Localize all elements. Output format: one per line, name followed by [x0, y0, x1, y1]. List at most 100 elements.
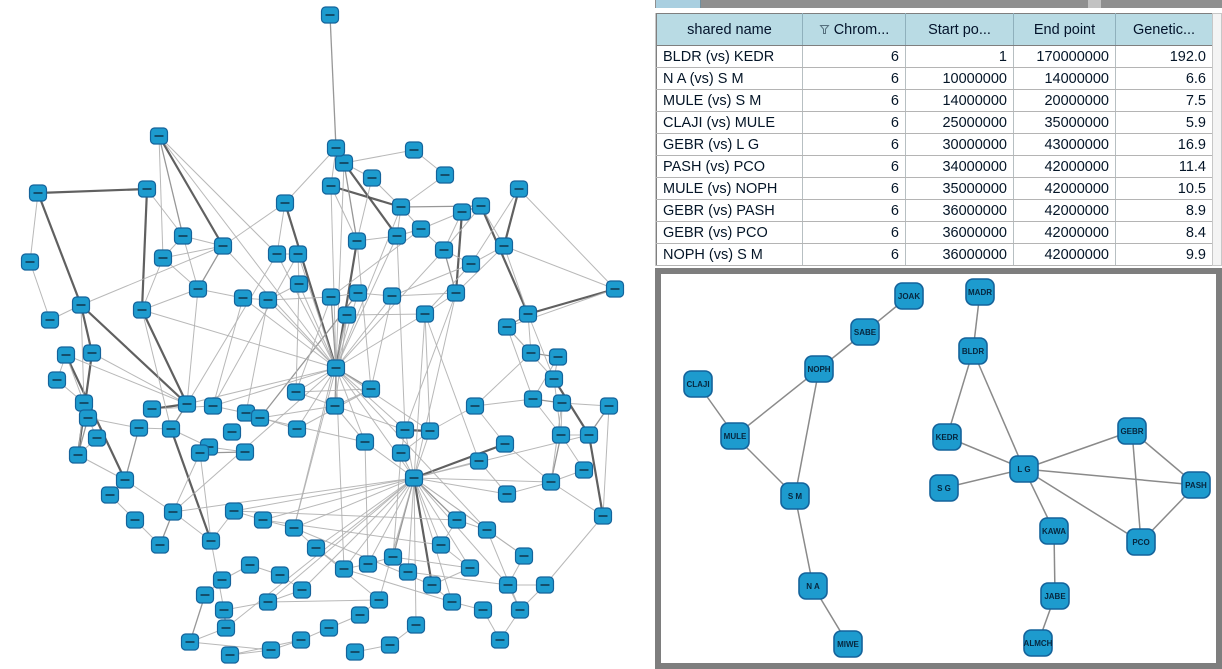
network-edge	[455, 245, 505, 294]
node-label-smudge	[387, 295, 397, 297]
table-row[interactable]: N A (vs) S M 6 10000000 14000000 6.6	[656, 67, 1213, 90]
network-edge	[222, 245, 337, 369]
node-shape[interactable]	[1181, 471, 1211, 499]
node-shape[interactable]	[804, 355, 834, 383]
column-header-end-point[interactable]: End point	[1013, 13, 1116, 46]
network-edge	[527, 313, 555, 380]
node-pash[interactable]: PASH	[1181, 471, 1211, 499]
cell-shared-name: MULE (vs) NOPH	[656, 177, 803, 200]
network-edge	[413, 442, 506, 480]
table-row[interactable]: MULE (vs) S M 6 14000000 20000000 7.5	[656, 89, 1213, 112]
node-label-smudge	[225, 654, 235, 656]
network-edge	[424, 313, 431, 432]
column-header-chrom[interactable]: Chrom...	[802, 13, 906, 46]
node-pco[interactable]: PCO	[1126, 528, 1156, 556]
edge-noph-s-m[interactable]	[794, 368, 820, 497]
node-madr[interactable]: MADR	[965, 278, 995, 306]
node-mule[interactable]: MULE	[720, 422, 750, 450]
edge-s-m-n-a[interactable]	[794, 495, 814, 587]
node-jabe[interactable]: JABE	[1040, 582, 1070, 610]
column-header-shared-name[interactable]: shared name	[656, 13, 803, 46]
network-edge	[172, 367, 337, 513]
table-row[interactable]: PASH (vs) PCO 6 34000000 42000000 11.4	[656, 155, 1213, 178]
column-header-genetic[interactable]: Genetic...	[1115, 13, 1213, 46]
edge-l-g-pash[interactable]	[1023, 468, 1197, 486]
network-edge	[356, 177, 373, 242]
node-label-smudge	[579, 469, 589, 471]
network-edge	[330, 296, 337, 369]
network-edge	[413, 292, 457, 479]
node-shape[interactable]	[1117, 417, 1147, 445]
network-edge	[391, 263, 472, 297]
edge-l-g-gebr[interactable]	[1023, 430, 1133, 470]
network-edge	[404, 292, 457, 431]
node-label-smudge	[229, 510, 239, 512]
network-edge	[335, 367, 366, 443]
node-kawa[interactable]: KAWA	[1039, 517, 1069, 545]
node-shape[interactable]	[720, 422, 750, 450]
node-shape[interactable]	[958, 337, 988, 365]
network-edge	[140, 188, 149, 311]
node-almch[interactable]: ALMCH	[1023, 629, 1053, 657]
node-label-smudge	[293, 253, 303, 255]
node-label: S G	[937, 484, 951, 493]
node-shape[interactable]	[894, 282, 924, 310]
column-header-start-po[interactable]: Start po...	[905, 13, 1014, 46]
node-shape[interactable]	[798, 572, 828, 600]
edge-l-g-pco[interactable]	[1023, 468, 1142, 543]
node-shape[interactable]	[683, 370, 713, 398]
subnetwork-panel[interactable]: JOAK SABE NOPH CLAJI MULE S M N A MIWE MADR BLDR K…	[655, 268, 1222, 669]
cell-shared-name: NOPH (vs) S M	[656, 243, 803, 266]
node-noph[interactable]: NOPH	[804, 355, 834, 383]
scrollbar-notch-icon[interactable]	[1088, 0, 1101, 8]
cell-value: 9.9	[1115, 243, 1213, 266]
cell-value: 16.9	[1115, 133, 1213, 156]
panel-tab-icon[interactable]	[656, 0, 701, 8]
table-row[interactable]: MULE (vs) NOPH 6 35000000 42000000 10.5	[656, 177, 1213, 200]
node-label-smudge	[272, 253, 282, 255]
node-shape[interactable]	[780, 482, 810, 510]
node-shape[interactable]	[833, 630, 863, 658]
node-bldr[interactable]: BLDR	[958, 337, 988, 365]
node-l-g[interactable]: L G	[1009, 455, 1039, 483]
node-shape[interactable]	[1009, 455, 1039, 483]
node-claji[interactable]: CLAJI	[683, 370, 713, 398]
node-n-a[interactable]: N A	[798, 572, 828, 600]
network-edge	[330, 228, 422, 298]
node-joak[interactable]: JOAK	[894, 282, 924, 310]
node-shape[interactable]	[1023, 629, 1053, 657]
table-row[interactable]: GEBR (vs) PCO 6 36000000 42000000 8.4	[656, 221, 1213, 244]
main-network-panel[interactable]	[0, 0, 655, 669]
edge-noph-mule[interactable]	[734, 368, 820, 437]
node-s-m[interactable]: S M	[780, 482, 810, 510]
node-s-g[interactable]: S G	[929, 474, 959, 502]
node-shape[interactable]	[965, 278, 995, 306]
node-shape[interactable]	[929, 474, 959, 502]
table-scrollbar-track[interactable]	[1212, 13, 1222, 266]
node-shape[interactable]	[1126, 528, 1156, 556]
node-sabe[interactable]: SABE	[850, 318, 880, 346]
subnetwork-canvas[interactable]: JOAK SABE NOPH CLAJI MULE S M N A MIWE MADR BLDR K…	[661, 274, 1216, 663]
node-gebr[interactable]: GEBR	[1117, 417, 1147, 445]
edge-bldr-kedr[interactable]	[946, 350, 974, 438]
table-row[interactable]: NOPH (vs) S M 6 36000000 42000000 9.9	[656, 243, 1213, 266]
node-label-smudge	[388, 556, 398, 558]
table-row[interactable]: BLDR (vs) KEDR 6 1 170000000 192.0	[656, 45, 1213, 68]
network-edge	[335, 367, 406, 431]
table-row[interactable]: GEBR (vs) L G 6 30000000 43000000 16.9	[656, 133, 1213, 156]
node-shape[interactable]	[850, 318, 880, 346]
table-row[interactable]: GEBR (vs) PASH 6 36000000 42000000 8.9	[656, 199, 1213, 222]
network-edge	[295, 283, 300, 393]
edge-bldr-l-g[interactable]	[972, 350, 1025, 470]
network-edge	[186, 288, 199, 405]
table-row[interactable]: CLAJI (vs) MULE 6 25000000 35000000 5.9	[656, 111, 1213, 134]
node-shape[interactable]	[932, 423, 962, 451]
node-kedr[interactable]: KEDR	[932, 423, 962, 451]
node-shape[interactable]	[1039, 517, 1069, 545]
node-label-smudge	[142, 188, 152, 190]
node-label-smudge	[255, 417, 265, 419]
main-network-canvas[interactable]	[0, 0, 655, 669]
node-shape[interactable]	[1040, 582, 1070, 610]
edge-gebr-pco[interactable]	[1131, 430, 1142, 543]
node-miwe[interactable]: MIWE	[833, 630, 863, 658]
